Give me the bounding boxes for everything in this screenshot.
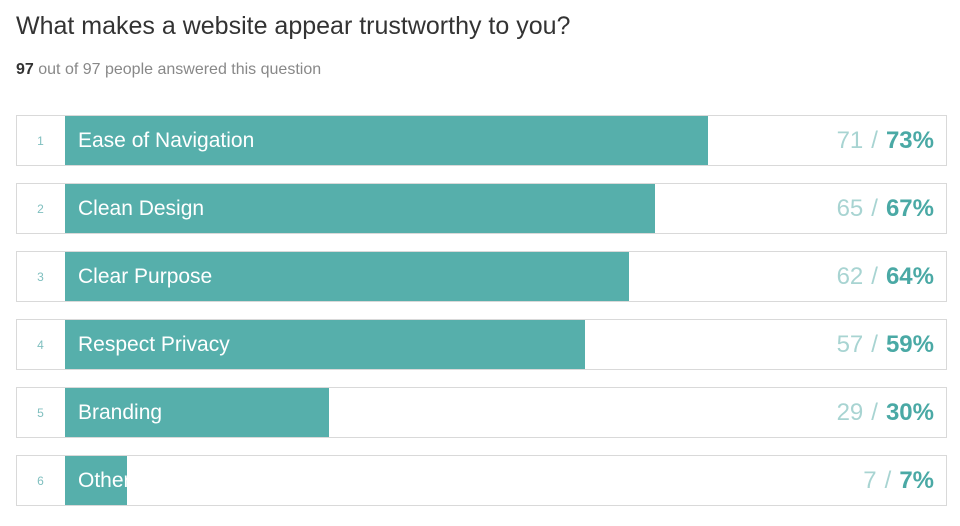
bar-track: Branding 29/30%	[65, 388, 946, 437]
value-separator: /	[871, 126, 878, 154]
response-percent: 59%	[885, 330, 934, 358]
response-percent: 30%	[885, 398, 934, 426]
result-bar	[65, 388, 330, 437]
result-row: 2 Clean Design 65/67%	[16, 183, 947, 234]
result-row: 1 Ease of Navigation 71/73%	[16, 115, 947, 166]
response-count: 65	[836, 194, 864, 222]
bar-track: Other 7/7%	[65, 456, 946, 505]
response-percent: 64%	[885, 262, 934, 290]
result-bar	[65, 116, 709, 165]
result-bar	[65, 320, 585, 369]
response-count: 29	[836, 398, 864, 426]
result-bar	[65, 184, 656, 233]
response-percent: 67%	[885, 194, 934, 222]
option-label: Clear Purpose	[78, 264, 213, 288]
option-label: Branding	[78, 400, 163, 424]
rank-number: 2	[37, 201, 44, 216]
results-bar-chart: 1 Ease of Navigation 71/73% 2 Clean Design 65…	[16, 115, 947, 523]
result-value: 29/30%	[837, 388, 934, 437]
bar-track: Clean Design 65/67%	[65, 184, 946, 233]
response-count: 62	[836, 262, 864, 290]
answered-count: 97	[16, 61, 34, 78]
value-separator: /	[871, 194, 878, 222]
rank-number: 6	[37, 473, 44, 488]
rank-number: 4	[37, 337, 44, 352]
rank-number: 5	[37, 405, 44, 420]
option-label: Ease of Navigation	[78, 128, 255, 152]
result-row: 5 Branding 29/30%	[16, 387, 947, 438]
response-count: 7	[863, 466, 877, 494]
result-value: 71/73%	[837, 116, 934, 165]
bar-track: Ease of Navigation 71/73%	[65, 116, 946, 165]
answered-summary-text: out of 97 people answered this question	[38, 61, 322, 78]
response-count: 71	[836, 126, 864, 154]
value-separator: /	[884, 466, 892, 494]
value-separator: /	[871, 398, 878, 426]
option-label: Other	[78, 468, 131, 492]
result-bar	[65, 252, 629, 301]
result-row: 3 Clear Purpose 62/64%	[16, 251, 947, 302]
rank-number: 3	[37, 269, 44, 284]
rank-number: 1	[37, 133, 44, 148]
result-bar	[65, 456, 127, 505]
result-row: 6 Other 7/7%	[16, 455, 947, 506]
question-title: What makes a website appear trustworthy …	[16, 12, 571, 40]
result-value: 7/7%	[863, 456, 934, 505]
bar-track: Clear Purpose 62/64%	[65, 252, 946, 301]
option-label: Clean Design	[78, 196, 205, 220]
value-separator: /	[871, 330, 878, 358]
result-row: 4 Respect Privacy 57/59%	[16, 319, 947, 370]
response-count: 57	[836, 330, 864, 358]
bar-track: Respect Privacy 57/59%	[65, 320, 946, 369]
response-percent: 7%	[899, 466, 934, 494]
result-value: 65/67%	[837, 184, 934, 233]
value-separator: /	[871, 262, 878, 290]
result-value: 57/59%	[837, 320, 934, 369]
option-label: Respect Privacy	[78, 332, 230, 356]
result-value: 62/64%	[837, 252, 934, 301]
answered-summary: 97 out of 97 people answered this questi…	[16, 61, 321, 79]
response-percent: 73%	[885, 126, 934, 154]
